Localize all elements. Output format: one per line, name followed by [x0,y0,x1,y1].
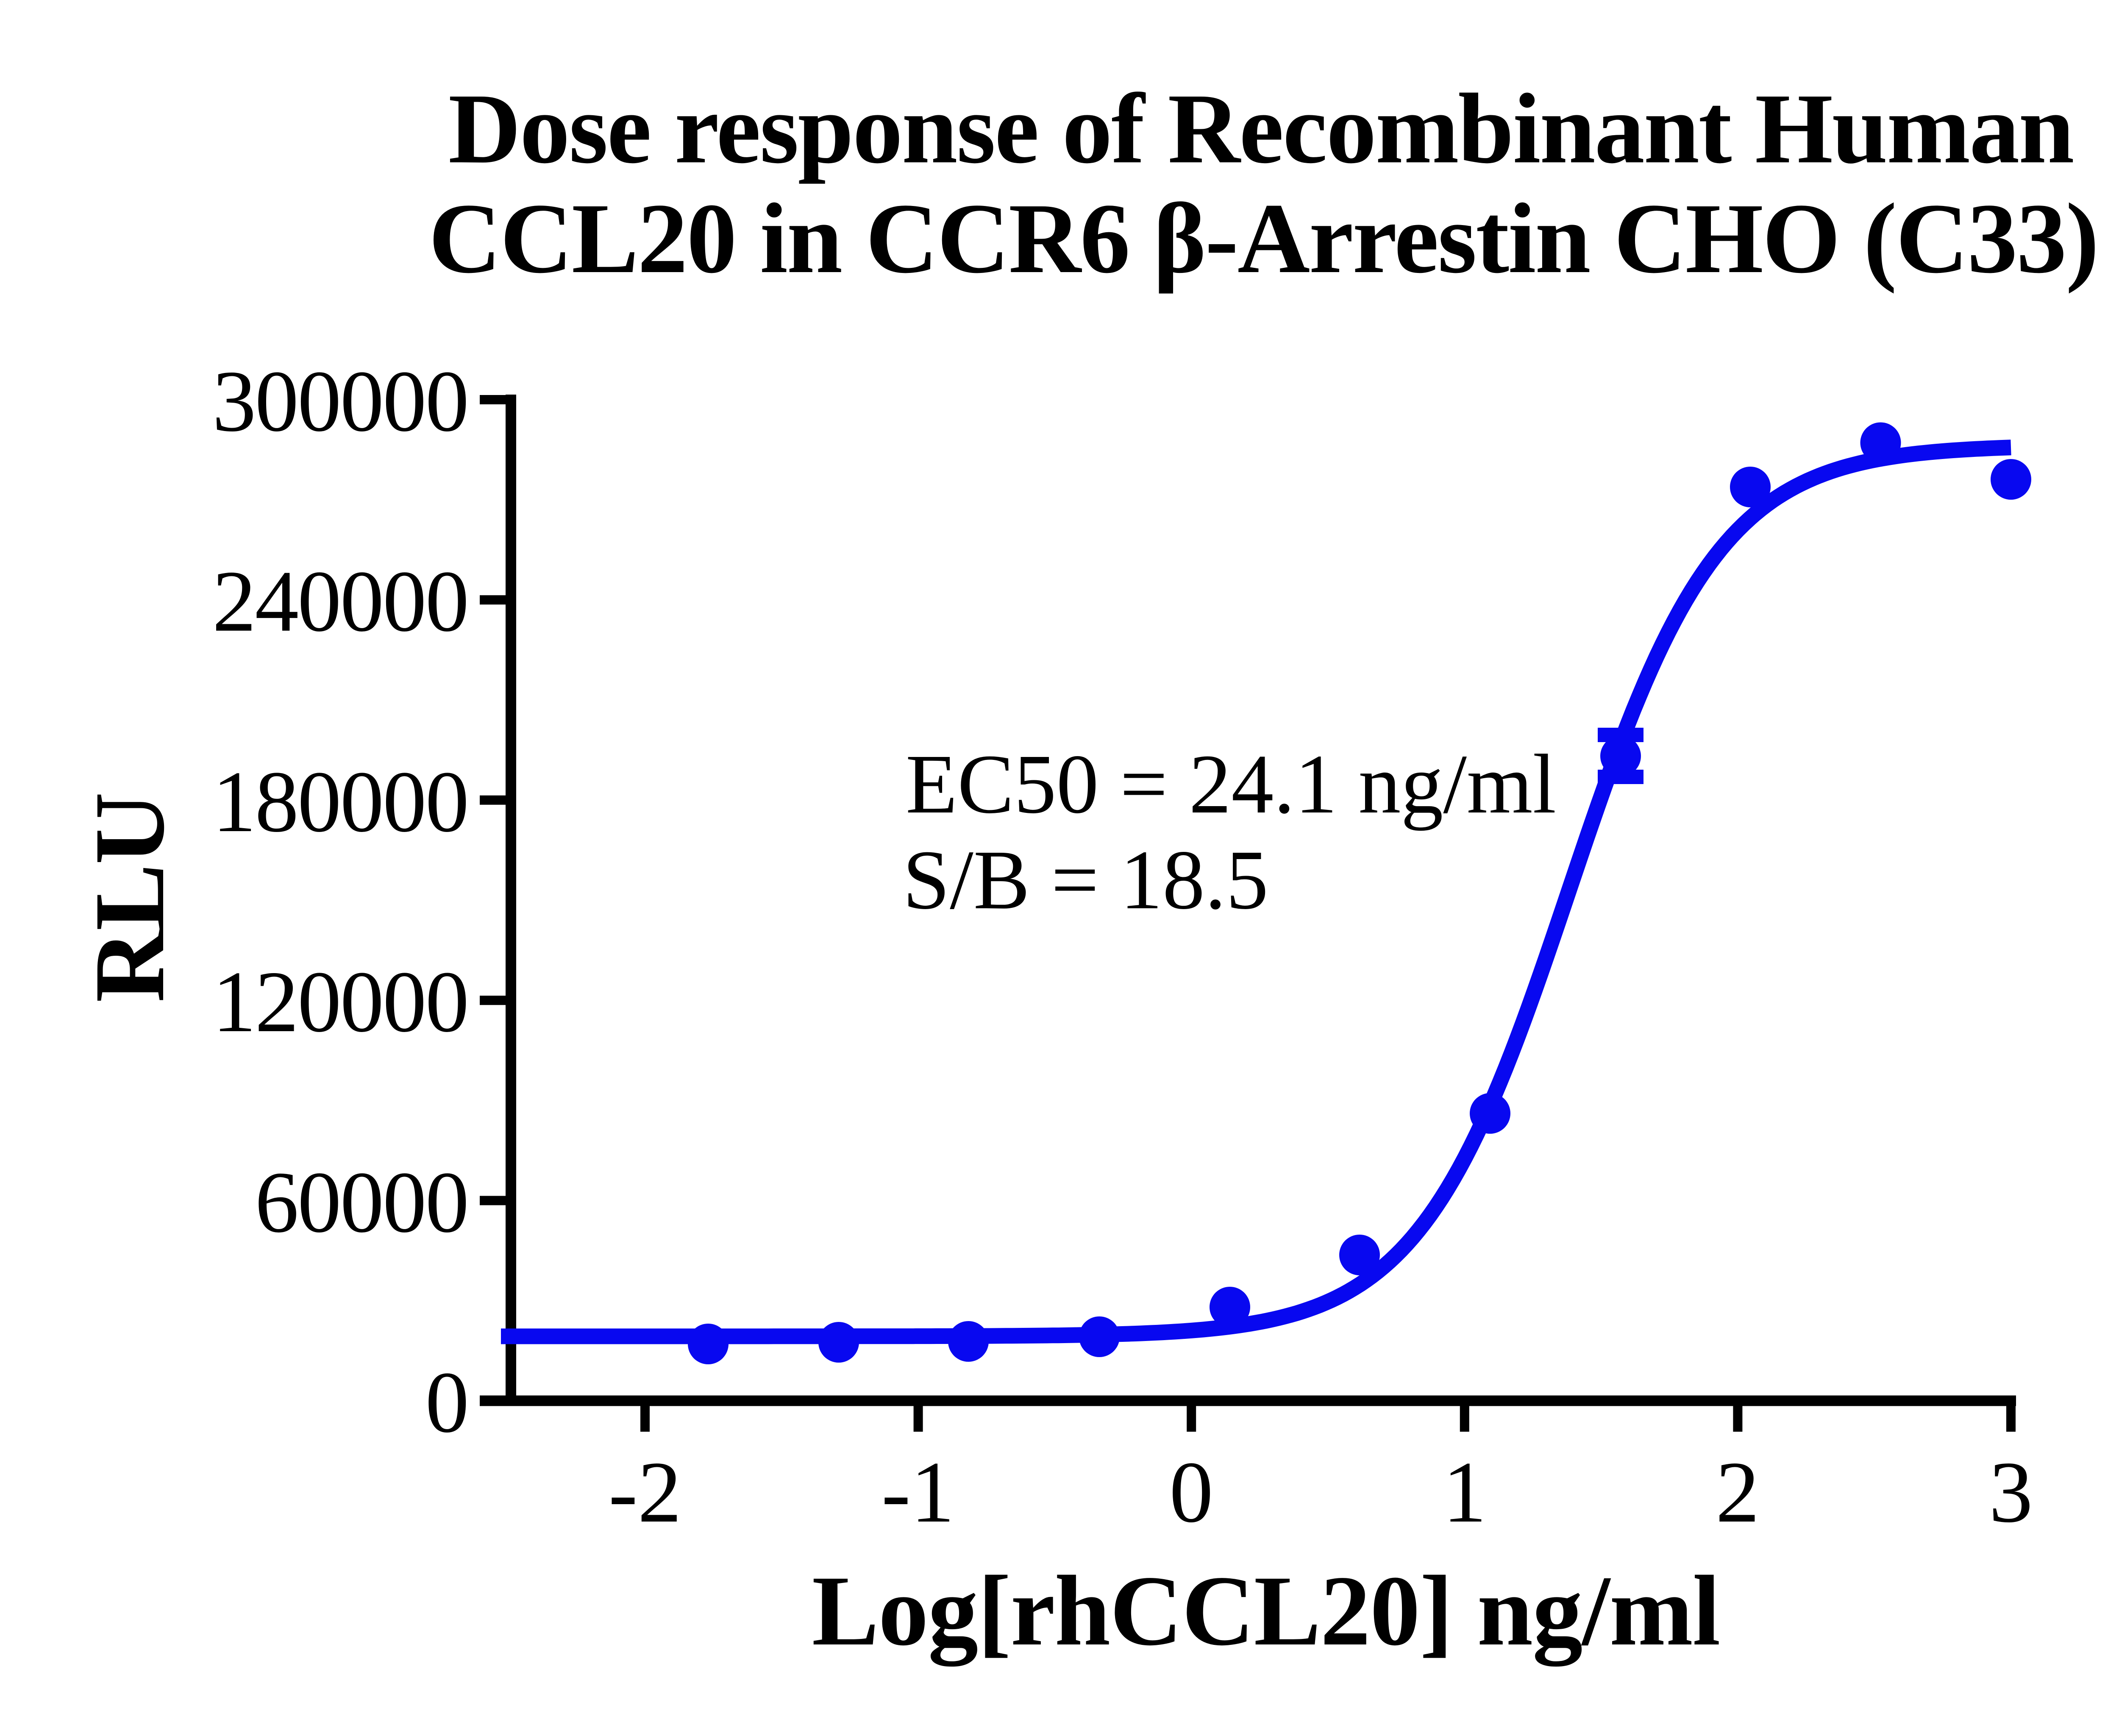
svg-text:2: 2 [1716,1444,1760,1541]
svg-text:1: 1 [1443,1444,1487,1541]
svg-text:CCL20 in CCR6 β-Arrestin CHO (: CCL20 in CCR6 β-Arrestin CHO (C33) [428,183,2098,294]
svg-text:0: 0 [1169,1444,1213,1541]
svg-text:180000: 180000 [212,753,468,850]
svg-text:Log[rhCCL20] ng/ml: Log[rhCCL20] ng/ml [812,1555,1720,1666]
svg-text:S/B = 18.5: S/B = 18.5 [903,833,1268,927]
svg-text:60000: 60000 [255,1154,468,1251]
svg-text:300000: 300000 [212,353,468,450]
svg-text:EC50 = 24.1 ng/ml: EC50 = 24.1 ng/ml [906,737,1556,831]
svg-text:3: 3 [1989,1444,2033,1541]
svg-text:240000: 240000 [212,553,468,650]
svg-text:Dose response of Recombinant H: Dose response of Recombinant Human [448,73,2073,184]
svg-text:120000: 120000 [212,953,468,1050]
svg-text:-1: -1 [882,1444,954,1541]
svg-text:0: 0 [425,1354,468,1451]
svg-text:-2: -2 [609,1444,681,1541]
svg-text:RLU: RLU [74,793,185,1002]
